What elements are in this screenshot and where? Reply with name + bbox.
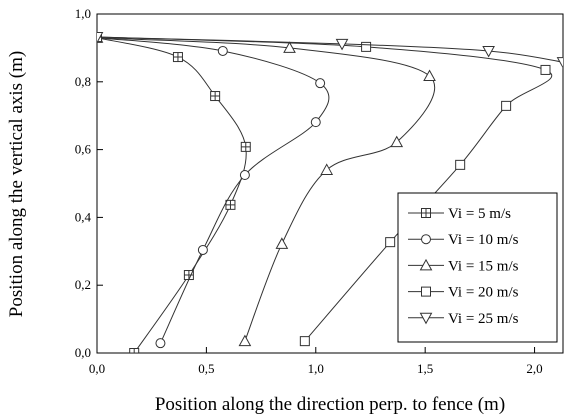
marker — [419, 312, 433, 325]
x-tick-label: 1,0 — [308, 361, 324, 376]
y-tick-label: 0,8 — [75, 74, 91, 89]
y-tick-label: 0,6 — [75, 142, 92, 157]
legend-label: Vi = 20 m/s — [448, 285, 519, 301]
marker-cross — [225, 200, 235, 210]
legend-label: Vi = 5 m/s — [448, 206, 511, 222]
marker — [423, 69, 436, 82]
marker — [361, 41, 372, 52]
marker-body — [361, 41, 372, 52]
y-tick-label: 0,4 — [75, 209, 92, 224]
y-tick-label: 1,0 — [75, 6, 91, 21]
marker — [421, 286, 431, 297]
y-tick-label: 0,0 — [75, 345, 91, 360]
marker — [197, 244, 208, 255]
marker-body — [299, 336, 310, 347]
marker — [540, 64, 551, 75]
marker — [501, 100, 512, 111]
marker — [320, 163, 334, 175]
marker — [129, 348, 140, 353]
marker-cross — [184, 270, 194, 280]
marker — [172, 52, 183, 63]
marker — [482, 45, 495, 58]
x-tick-label: 0,5 — [198, 361, 214, 376]
marker — [283, 41, 296, 53]
y-tick-label: 0,2 — [75, 277, 91, 292]
marker — [310, 117, 321, 128]
x-tick-label: 2,0 — [526, 361, 542, 376]
marker-body — [540, 64, 551, 75]
marker — [390, 135, 404, 148]
x-tick-label: 0,0 — [89, 361, 105, 376]
marker — [421, 208, 431, 218]
marker-body — [421, 286, 431, 297]
marker-cross — [241, 142, 251, 152]
plot-frame — [96, 13, 564, 354]
legend-label: Vi = 25 m/s — [448, 311, 519, 327]
marker — [239, 170, 250, 181]
x-axis-label: Position along the direction perp. to fe… — [155, 394, 505, 415]
marker — [556, 57, 563, 69]
y-axis-label: Position along the vertical axis (m) — [6, 51, 27, 317]
marker — [240, 141, 251, 152]
marker-cross — [421, 208, 431, 218]
marker — [217, 45, 228, 56]
marker — [335, 38, 349, 51]
series-line — [97, 36, 563, 63]
marker — [315, 78, 326, 89]
marker — [155, 338, 166, 349]
series-line — [97, 37, 436, 342]
marker-body — [455, 159, 466, 170]
x-tick-label: 1,5 — [417, 361, 433, 376]
marker-cross — [173, 52, 183, 62]
plot-area — [97, 31, 563, 353]
marker — [97, 32, 104, 44]
marker — [299, 336, 310, 347]
marker-body — [385, 237, 396, 248]
marker — [238, 334, 252, 347]
marker — [455, 159, 466, 170]
marker-cross — [129, 348, 139, 353]
legend-label: Vi = 15 m/s — [448, 258, 519, 274]
marker — [421, 234, 431, 245]
legend-label: Vi = 10 m/s — [448, 232, 519, 248]
marker — [385, 237, 396, 248]
series-line — [97, 37, 247, 353]
series-line — [97, 37, 330, 344]
marker — [275, 237, 289, 249]
marker — [419, 258, 433, 271]
marker-cross — [210, 91, 220, 101]
marker — [210, 91, 221, 102]
marker-body — [501, 100, 512, 111]
marker — [225, 199, 236, 210]
